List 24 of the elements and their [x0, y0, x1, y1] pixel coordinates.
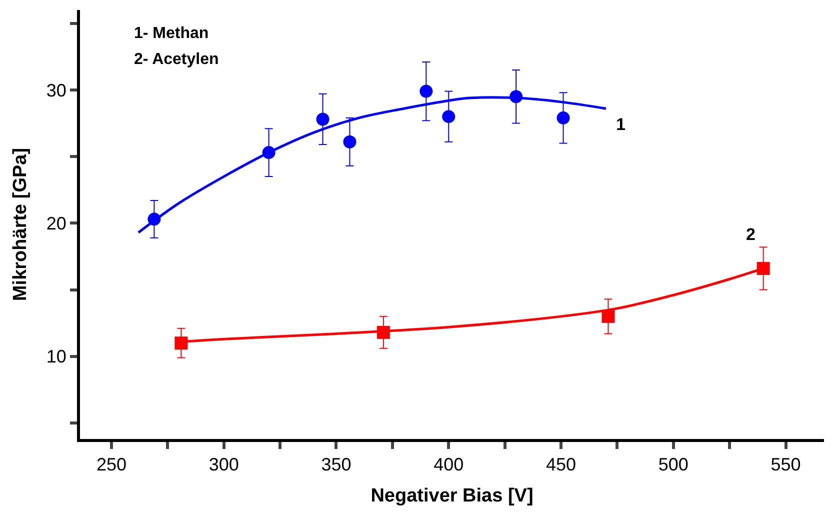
series-label: 2: [746, 225, 756, 244]
x-tick-label: 550: [770, 454, 801, 475]
point: [756, 262, 770, 275]
point: [174, 336, 188, 350]
point: [343, 135, 356, 148]
point: [420, 84, 433, 98]
x-tick-label: 400: [434, 454, 464, 475]
x-tick-label: 450: [546, 454, 576, 475]
y-tick-label: 10: [46, 346, 66, 367]
annotation: 2- Acetylen: [134, 51, 219, 68]
y-tick-label: 30: [46, 80, 66, 100]
y-tick-label: 20: [46, 213, 66, 234]
point: [602, 310, 615, 323]
x-tick-label: 250: [96, 454, 126, 475]
annotation: 1- Methan: [134, 25, 209, 42]
x-tick-label: 300: [208, 454, 239, 475]
x-tick-label: 500: [658, 454, 688, 475]
x-axis-title: Negativer Bias [V]: [370, 485, 534, 506]
y-axis-title: Mikrohärte [GPa]: [10, 148, 32, 302]
point: [556, 111, 570, 124]
series-label: 1: [616, 115, 626, 134]
x-tick-label: 350: [321, 454, 352, 475]
point: [316, 112, 330, 126]
point: [442, 110, 456, 124]
